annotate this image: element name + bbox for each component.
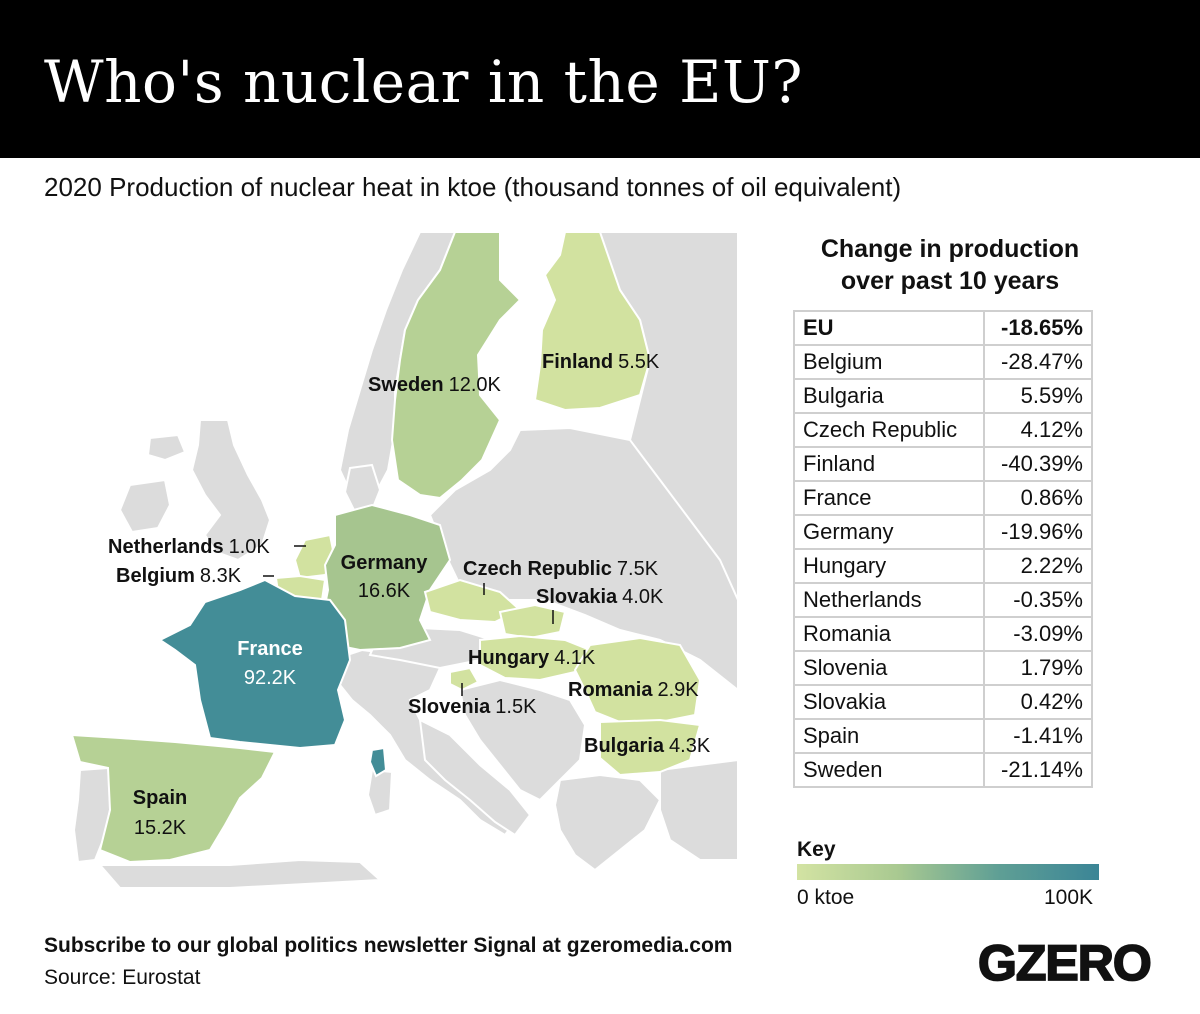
value-germany: 16.6K bbox=[358, 580, 411, 602]
source-note: Source: Eurostat bbox=[44, 966, 201, 989]
europe-map: Sweden 12.0K Finland 5.5K Netherlands 1.0K … bbox=[70, 232, 739, 889]
row-country: Hungary bbox=[793, 548, 985, 584]
key-gradient-bar bbox=[797, 864, 1099, 880]
row-country: France bbox=[793, 480, 985, 516]
label-slovakia: Slovakia 4.0K bbox=[536, 586, 664, 608]
table-heading-line2: over past 10 years bbox=[840, 267, 1060, 295]
row-country: Slovakia bbox=[793, 684, 985, 720]
label-slovenia: Slovenia 1.5K bbox=[408, 696, 537, 718]
row-change: -18.65% bbox=[983, 310, 1093, 346]
label-sweden: Sweden 12.0K bbox=[368, 374, 502, 396]
row-change: -1.41% bbox=[983, 718, 1093, 754]
table-row: Hungary 2.22% bbox=[793, 548, 1093, 584]
label-bulgaria: Bulgaria 4.3K bbox=[584, 735, 711, 757]
row-country: Slovenia bbox=[793, 650, 985, 686]
key-max-label: 100K bbox=[1044, 886, 1094, 909]
logo-text: GZERO bbox=[978, 935, 1151, 990]
row-country: Spain bbox=[793, 718, 985, 754]
newsletter-cta: Subscribe to our global politics newslet… bbox=[44, 934, 733, 957]
table-row: Germany -19.96% bbox=[793, 514, 1093, 550]
label-france: France bbox=[237, 638, 303, 660]
leader-lines bbox=[263, 545, 554, 696]
change-table: EU -18.65% Belgium -28.47% Bulgaria 5.59% C… bbox=[793, 310, 1093, 788]
table-row: Netherlands -0.35% bbox=[793, 582, 1093, 618]
row-change: -40.39% bbox=[983, 446, 1093, 482]
table-row: Belgium -28.47% bbox=[793, 344, 1093, 380]
row-country: Romania bbox=[793, 616, 985, 652]
row-country: Sweden bbox=[793, 752, 985, 788]
label-hungary: Hungary 4.1K bbox=[468, 647, 596, 669]
country-bulgaria bbox=[599, 718, 702, 777]
table-heading-line1: Change in production bbox=[820, 235, 1080, 263]
table-row: Czech Republic 4.12% bbox=[793, 412, 1093, 448]
row-change: 1.79% bbox=[983, 650, 1093, 686]
row-country: Bulgaria bbox=[793, 378, 985, 414]
row-country: Czech Republic bbox=[793, 412, 985, 448]
country-labels: Sweden 12.0K Finland 5.5K Netherlands 1.0K … bbox=[108, 351, 711, 839]
row-country: Netherlands bbox=[793, 582, 985, 618]
nuclear-countries bbox=[70, 232, 702, 864]
country-sweden bbox=[390, 232, 522, 500]
table-row: Slovenia 1.79% bbox=[793, 650, 1093, 686]
label-netherlands: Netherlands 1.0K bbox=[108, 536, 270, 558]
table-row: Finland -40.39% bbox=[793, 446, 1093, 482]
row-country: EU bbox=[793, 310, 985, 346]
table-row: Romania -3.09% bbox=[793, 616, 1093, 652]
label-romania: Romania 2.9K bbox=[568, 679, 699, 701]
row-country: Finland bbox=[793, 446, 985, 482]
key-title: Key bbox=[797, 838, 836, 861]
row-change: -3.09% bbox=[983, 616, 1093, 652]
label-germany: Germany bbox=[341, 552, 429, 574]
country-slovenia bbox=[449, 666, 480, 692]
row-change: -19.96% bbox=[983, 514, 1093, 550]
country-france bbox=[158, 578, 352, 750]
table-row: Spain -1.41% bbox=[793, 718, 1093, 754]
table-row: France 0.86% bbox=[793, 480, 1093, 516]
country-germany bbox=[320, 503, 452, 652]
row-change: 5.59% bbox=[983, 378, 1093, 414]
row-country: Belgium bbox=[793, 344, 985, 380]
label-belgium: Belgium 8.3K bbox=[116, 565, 242, 587]
table-row: Bulgaria 5.59% bbox=[793, 378, 1093, 414]
country-slovakia bbox=[498, 603, 567, 640]
row-change: -28.47% bbox=[983, 344, 1093, 380]
page-title: Who's nuclear in the EU? bbox=[44, 48, 803, 116]
country-spain bbox=[70, 733, 277, 864]
table-heading: Change in production over past 10 years bbox=[790, 233, 1110, 297]
value-spain: 15.2K bbox=[134, 817, 187, 839]
page-subtitle: 2020 Production of nuclear heat in ktoe … bbox=[44, 172, 902, 202]
row-country: Germany bbox=[793, 514, 985, 550]
non-eu-land bbox=[72, 232, 739, 889]
row-change: 2.22% bbox=[983, 548, 1093, 584]
table-row: Slovakia 0.42% bbox=[793, 684, 1093, 720]
label-czech: Czech Republic 7.5K bbox=[463, 558, 659, 580]
country-corsica bbox=[368, 746, 388, 778]
row-change: -0.35% bbox=[983, 582, 1093, 618]
label-spain: Spain bbox=[133, 787, 187, 809]
label-finland: Finland 5.5K bbox=[542, 351, 660, 373]
title-bar: Who's nuclear in the EU? bbox=[0, 0, 1200, 158]
row-change: 0.86% bbox=[983, 480, 1093, 516]
value-france: 92.2K bbox=[244, 667, 297, 689]
country-finland bbox=[533, 232, 652, 412]
row-change: 0.42% bbox=[983, 684, 1093, 720]
row-change: -21.14% bbox=[983, 752, 1093, 788]
table-row: Sweden -21.14% bbox=[793, 752, 1093, 788]
key-min-label: 0 ktoe bbox=[797, 886, 855, 909]
row-change: 4.12% bbox=[983, 412, 1093, 448]
gzero-logo: GZERO bbox=[977, 934, 1153, 990]
table-row: EU -18.65% bbox=[793, 310, 1093, 346]
